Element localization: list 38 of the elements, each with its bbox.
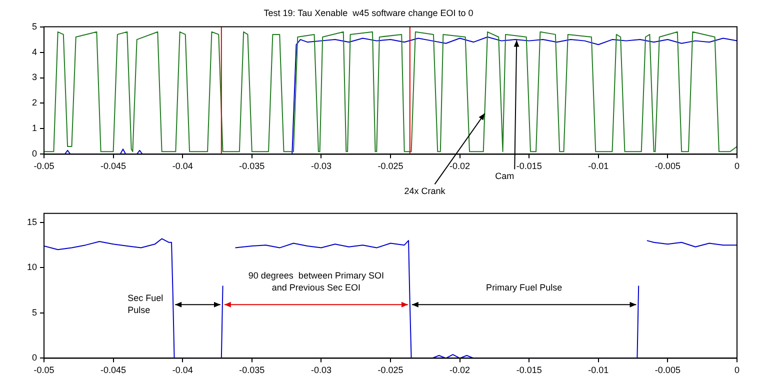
y-tick-label: 2 bbox=[32, 98, 37, 108]
chart-title: Test 19: Tau Xenable w45 software change EOI to 0 bbox=[264, 8, 474, 18]
x-tick-label: -0.015 bbox=[516, 161, 542, 172]
x-tick-label: 0 bbox=[734, 365, 740, 376]
annotation: 90 degrees between Primary SOI and Previous Sec EOI bbox=[248, 270, 384, 293]
y-tick-label: 0 bbox=[32, 352, 37, 363]
annotation: Cam bbox=[495, 171, 514, 182]
x-tick-label: -0.025 bbox=[378, 161, 404, 172]
y-tick-label: 5 bbox=[32, 21, 37, 32]
x-tick-label: -0.045 bbox=[100, 161, 126, 172]
y-tick-label: 0 bbox=[32, 148, 37, 159]
x-tick-label: -0.03 bbox=[310, 161, 332, 172]
x-tick-label: -0.04 bbox=[172, 365, 193, 376]
x-tick-label: -0.005 bbox=[654, 365, 680, 376]
x-tick-label: -0.01 bbox=[588, 161, 609, 172]
x-tick-label: -0.05 bbox=[34, 365, 54, 376]
x-tick-label: -0.05 bbox=[34, 161, 54, 172]
annotation: 24x Crank bbox=[404, 186, 446, 196]
y-tick-label: 3 bbox=[32, 72, 37, 82]
x-tick-label: -0.035 bbox=[239, 161, 265, 172]
x-tick-label: -0.01 bbox=[588, 365, 609, 376]
y-tick-label: 15 bbox=[26, 216, 37, 227]
x-tick-label: -0.03 bbox=[310, 365, 332, 376]
y-tick-label: 10 bbox=[26, 262, 37, 272]
x-tick-label: -0.02 bbox=[450, 365, 470, 376]
y-tick-label: 4 bbox=[32, 46, 37, 57]
x-tick-label: 0 bbox=[734, 161, 740, 172]
x-tick-label: -0.04 bbox=[172, 161, 193, 172]
x-tick-label: -0.035 bbox=[239, 365, 265, 376]
x-tick-label: -0.045 bbox=[100, 365, 126, 376]
x-tick-label: -0.005 bbox=[654, 161, 680, 172]
annotation: Sec Fuel Pulse bbox=[128, 293, 164, 316]
x-tick-label: -0.015 bbox=[516, 365, 542, 376]
y-tick-label: 1 bbox=[32, 123, 37, 134]
x-tick-label: -0.02 bbox=[450, 161, 470, 172]
annotation: Primary Fuel Pulse bbox=[486, 282, 562, 293]
y-tick-label: 5 bbox=[32, 307, 37, 318]
x-tick-label: -0.025 bbox=[378, 365, 404, 376]
